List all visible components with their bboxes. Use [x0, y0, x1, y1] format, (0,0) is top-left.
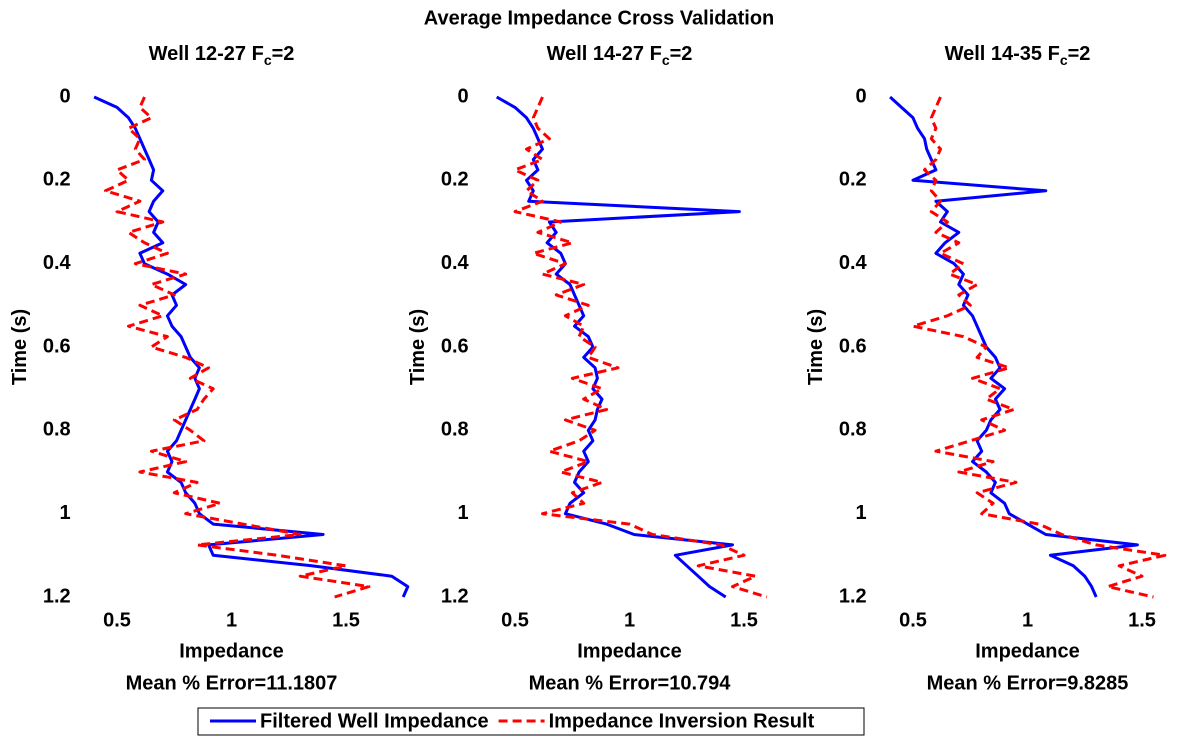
subplot-title-part: =2	[670, 43, 693, 65]
y-tick-label: 0	[856, 85, 867, 107]
x-axis-label: Impedance	[975, 640, 1079, 662]
x-tick-label: 0.5	[899, 609, 927, 631]
legend-label: Filtered Well Impedance	[260, 710, 489, 732]
y-tick-label: 0	[60, 85, 71, 107]
legend: Filtered Well Impedance Impedance Inversi…	[197, 707, 865, 736]
subplot-title-part: Well 14-35 F	[945, 43, 1060, 65]
x-tick-label: 1	[624, 609, 635, 631]
annotation: Mean % Error=9.8285	[927, 672, 1129, 694]
x-tick-label: 1.5	[730, 609, 758, 631]
figure-title: Average Impedance Cross Validation	[424, 7, 775, 29]
subplot-title-part: Well 12-27 F	[149, 43, 264, 65]
subplot-title: Well 14-27 Fc=2	[547, 43, 693, 67]
y-tick-label: 0.2	[839, 169, 867, 191]
subplot-title-part: Well 14-27 F	[547, 43, 662, 65]
series-line	[104, 96, 371, 599]
subplot-title: Well 14-35 Fc=2	[945, 43, 1091, 67]
annotation: Mean % Error=10.794	[529, 672, 732, 694]
y-tick-label: 0.4	[43, 252, 72, 274]
y-tick-label: 0.6	[441, 335, 469, 357]
subplot-title-part: =2	[272, 43, 295, 65]
series-line	[911, 96, 1167, 599]
subplot-title-part: c	[1060, 52, 1068, 68]
series-line	[513, 96, 768, 599]
x-tick-label: 1.5	[1128, 609, 1156, 631]
subplot-title-part: c	[662, 52, 670, 68]
y-tick-label: 0.2	[441, 169, 469, 191]
x-axis-label: Impedance	[577, 640, 681, 662]
x-tick-label: 1	[1022, 609, 1033, 631]
y-tick-label: 0.8	[43, 419, 71, 441]
y-tick-label: 1.2	[839, 585, 867, 607]
subplot-title-part: c	[264, 52, 272, 68]
x-axis-label: Impedance	[179, 640, 283, 662]
y-axis-label: Time (s)	[407, 309, 429, 385]
y-axis-label: Time (s)	[9, 309, 31, 385]
y-axis-label: Time (s)	[805, 309, 827, 385]
y-tick-label: 1	[458, 502, 469, 524]
series-line	[495, 95, 741, 599]
x-tick-label: 0.5	[501, 609, 529, 631]
x-tick-label: 1.5	[332, 609, 360, 631]
y-tick-label: 0.4	[839, 252, 868, 274]
y-tick-label: 1.2	[441, 585, 469, 607]
subplot-title: Well 12-27 Fc=2	[149, 43, 295, 67]
subplot-title-part: =2	[1068, 43, 1091, 65]
x-tick-label: 1	[226, 609, 237, 631]
y-tick-label: 0.4	[441, 252, 470, 274]
series-line	[93, 95, 410, 598]
y-tick-label: 0.6	[839, 335, 867, 357]
y-tick-label: 0	[458, 85, 469, 107]
y-tick-label: 1	[856, 502, 867, 524]
y-tick-label: 0.2	[43, 169, 71, 191]
y-tick-label: 0.6	[43, 335, 71, 357]
y-tick-label: 1	[60, 502, 71, 524]
y-tick-label: 0.8	[839, 419, 867, 441]
x-tick-label: 0.5	[103, 609, 131, 631]
y-tick-label: 1.2	[43, 585, 71, 607]
annotation: Mean % Error=11.1807	[126, 672, 338, 694]
legend-label: Impedance Inversion Result	[549, 710, 815, 732]
y-tick-label: 0.8	[441, 419, 469, 441]
